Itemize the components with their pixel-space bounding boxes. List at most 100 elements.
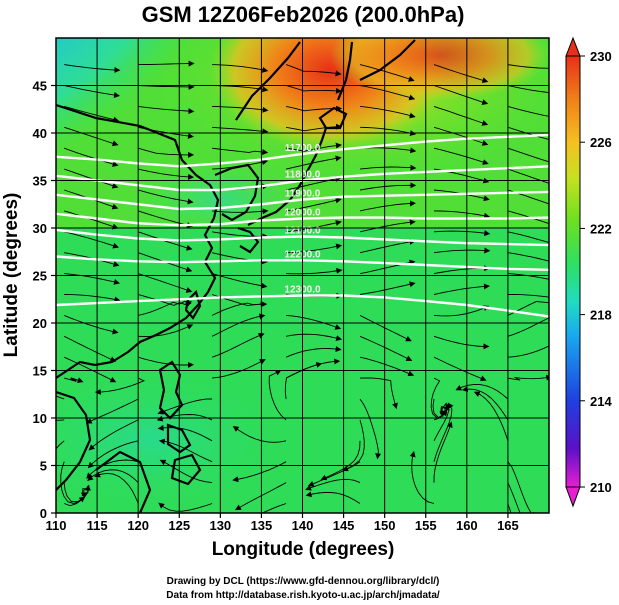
streamline (359, 398, 382, 460)
streamline (64, 356, 117, 383)
streamline (64, 231, 119, 249)
streamline (64, 294, 121, 303)
x-tick-label: 135 (251, 518, 273, 533)
streamline (64, 168, 119, 189)
streamline (507, 482, 521, 513)
x-tick-label: 140 (292, 518, 314, 533)
streamline (507, 85, 549, 93)
streamline (94, 377, 146, 395)
streamline (138, 324, 194, 337)
streamline (64, 273, 120, 285)
streamline (285, 64, 342, 77)
colorbar-bottom-arrow (565, 486, 581, 508)
streamline (433, 356, 487, 382)
streamline (138, 147, 195, 158)
streamline (64, 314, 119, 335)
y-tick-label: 5 (40, 459, 47, 474)
streamline (359, 281, 416, 295)
streamline (433, 147, 489, 165)
coast-japan-kyushu (237, 226, 260, 254)
credit-drawing: Drawing by DCL (https://www.gfd-dennou.o… (167, 576, 440, 587)
x-tick-label: 120 (127, 518, 149, 533)
y-tick-label: 15 (33, 364, 47, 379)
x-tick-label: 125 (168, 518, 190, 533)
coast-mindanao (170, 453, 202, 486)
streamline (507, 461, 536, 513)
x-tick-label: 165 (497, 518, 519, 533)
coast-luzon (158, 360, 184, 420)
credit-data: Data from http://database.rish.kyoto-u.a… (166, 590, 440, 601)
streamline (138, 294, 192, 307)
streamline (64, 147, 119, 167)
streamline (359, 182, 417, 191)
streamline (507, 374, 549, 381)
streamline (64, 126, 119, 147)
streamline (359, 335, 413, 361)
streamline (433, 402, 454, 462)
streamline (286, 314, 342, 330)
streamline (138, 60, 195, 67)
streamline (286, 176, 342, 191)
y-tick-label: 35 (33, 174, 47, 189)
x-tick-label: 155 (415, 518, 437, 533)
colorbar-bar (565, 55, 581, 488)
streamline (286, 243, 343, 254)
streamline (212, 147, 269, 155)
x-tick-label: 130 (209, 518, 231, 533)
streamline (285, 358, 341, 379)
streamline (433, 283, 490, 295)
y-tick-label: 25 (33, 269, 47, 284)
streamline (507, 294, 549, 298)
streamline (507, 252, 549, 262)
streamline (507, 168, 549, 184)
temperature-field: 11700.011800.011900.012000.012100.012200… (56, 38, 549, 513)
streamline (138, 298, 192, 316)
y-axis: 0 5 10 15 20 25 30 35 40 45 (33, 79, 56, 521)
y-tick-label: 0 (40, 506, 47, 521)
streamline (507, 317, 549, 337)
y-tick-label: 30 (33, 221, 47, 236)
streamline (64, 377, 84, 383)
coast-china (56, 103, 220, 379)
streamline (64, 105, 120, 123)
streamline (473, 391, 509, 441)
streamline (433, 230, 491, 237)
coast-russia (235, 39, 416, 121)
streamline (138, 168, 195, 180)
streamline (359, 105, 416, 119)
coast-borneo (95, 450, 152, 513)
streamline (159, 459, 213, 484)
streamline (211, 332, 265, 358)
streamline (212, 105, 269, 113)
colorbar-tick-label: 222 (590, 221, 612, 236)
streamline (359, 377, 398, 410)
streamline (430, 377, 448, 419)
streamline (286, 197, 342, 212)
x-tick-label: 160 (456, 518, 478, 533)
streamline (138, 105, 195, 115)
streamline (433, 210, 491, 219)
x-tick-label: 110 (46, 518, 67, 533)
y-tick-label: 40 (33, 126, 47, 141)
streamline (305, 478, 361, 491)
y-tick-label: 10 (33, 411, 47, 426)
x-tick-label: 150 (374, 518, 396, 533)
streamline (342, 419, 365, 472)
streamline (359, 356, 415, 377)
streamline (286, 333, 343, 342)
colorbar-tick-label: 230 (590, 49, 612, 64)
streamline (268, 370, 287, 421)
streamline (64, 210, 119, 230)
streamline (433, 335, 490, 350)
x-axis: 110 115 120 125 130 135 140 145 150 155 160 165 (46, 513, 519, 533)
streamline (433, 85, 489, 105)
colorbar-tick-label: 218 (590, 308, 612, 323)
streamline (455, 383, 509, 400)
x-tick-label: 115 (87, 518, 108, 533)
coast-sakhalin (336, 41, 354, 101)
coast-hokkaido (318, 106, 348, 130)
streamline (433, 126, 489, 146)
field-cold-core (56, 38, 246, 198)
streamline (433, 305, 490, 317)
streamline (158, 502, 213, 512)
